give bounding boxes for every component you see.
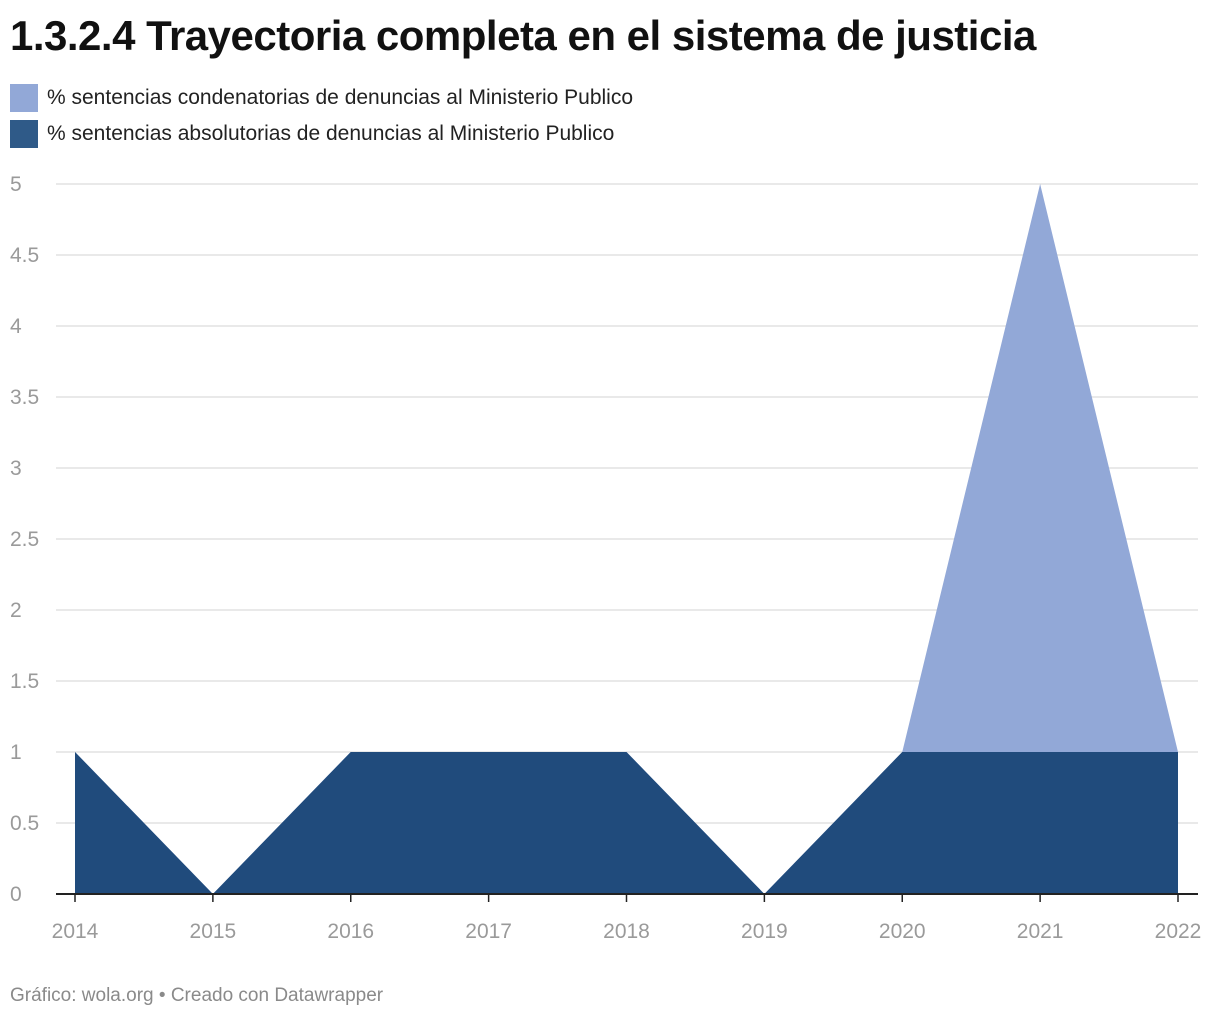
- legend-item-absolutorias: % sentencias absolutorias de denuncias a…: [10, 116, 633, 152]
- x-tick-label-2019: 2019: [741, 920, 788, 943]
- legend-label-condenatorias: % sentencias condenatorias de denuncias …: [47, 86, 634, 109]
- legend-item-condenatorias: % sentencias condenatorias de denuncias …: [10, 80, 633, 116]
- y-tick-label-5: 2.5: [10, 528, 39, 551]
- y-tick-label-7: 3.5: [10, 386, 39, 409]
- x-tick-label-2021: 2021: [1017, 920, 1064, 943]
- y-tick-label-2: 1: [10, 741, 22, 764]
- chart-title: 1.3.2.4 Trayectoria completa en el siste…: [10, 12, 1036, 59]
- legend-swatch-absolutorias: [10, 120, 38, 148]
- legend-swatch-condenatorias: [10, 84, 38, 112]
- area-chart: 0 0.5 1 1.5 2 2.5 3 3.5 4 4.5 5 2014 2015 2016 2017 201…: [10, 173, 1202, 943]
- x-tick-label-2016: 2016: [327, 920, 374, 943]
- legend-label-absolutorias: % sentencias absolutorias de denuncias a…: [47, 122, 615, 145]
- x-tick-label-2020: 2020: [879, 920, 926, 943]
- x-tick-label-2018: 2018: [603, 920, 650, 943]
- x-tick-label-2017: 2017: [465, 920, 512, 943]
- x-tick-label-2015: 2015: [190, 920, 237, 943]
- y-tick-label-0: 0: [10, 883, 22, 906]
- y-tick-label-10: 5: [10, 173, 22, 196]
- y-tick-label-9: 4.5: [10, 244, 39, 267]
- y-tick-label-8: 4: [10, 315, 22, 338]
- y-tick-label-4: 2: [10, 599, 22, 622]
- y-tick-label-3: 1.5: [10, 670, 39, 693]
- y-tick-label-1: 0.5: [10, 812, 39, 835]
- legend: % sentencias condenatorias de denuncias …: [10, 80, 633, 152]
- x-tick-label-2014: 2014: [52, 920, 99, 943]
- area-series-1: [75, 752, 1178, 894]
- footer-credit: Gráfico: wola.org • Creado con Datawrapp…: [10, 985, 384, 1006]
- x-tick-label-2022: 2022: [1155, 920, 1202, 943]
- y-tick-label-6: 3: [10, 457, 22, 480]
